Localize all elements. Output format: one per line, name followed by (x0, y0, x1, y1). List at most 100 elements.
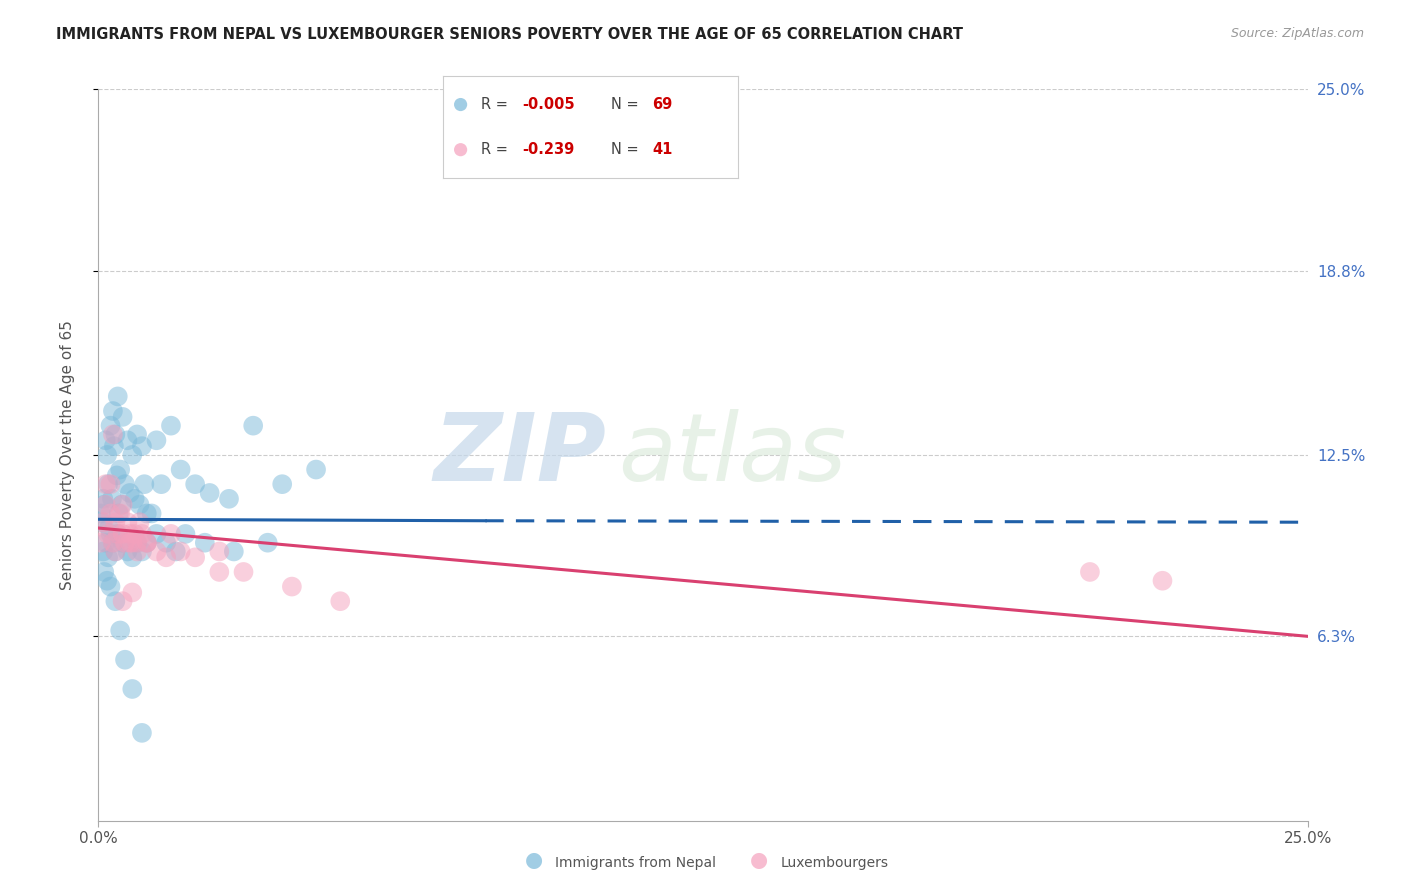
Point (97, 527, 120, 541)
Point (208, 544, 231, 558)
Point (117, 515, 139, 529)
Point (104, 594, 127, 608)
Point (160, 527, 183, 541)
Point (134, 477, 156, 491)
Text: R =: R = (481, 97, 513, 112)
Point (111, 594, 134, 608)
Text: ●: ● (526, 850, 543, 870)
Point (107, 389, 129, 403)
Point (117, 544, 139, 558)
Point (145, 544, 167, 558)
Point (1152, 574, 1174, 588)
Point (141, 507, 163, 521)
Point (90, 535, 112, 549)
Point (111, 498, 134, 512)
Point (101, 427, 124, 442)
Text: atlas: atlas (619, 409, 846, 500)
Point (174, 527, 197, 541)
Point (114, 535, 136, 549)
Text: R =: R = (481, 142, 513, 157)
Point (305, 462, 328, 476)
Point (127, 535, 149, 549)
Y-axis label: Seniors Poverty Over the Age of 65: Seniors Poverty Over the Age of 65 (60, 320, 75, 590)
Point (135, 535, 157, 549)
Point (104, 544, 127, 558)
Point (111, 498, 134, 512)
Point (100, 507, 122, 521)
Point (90, 507, 112, 521)
Point (94, 535, 117, 549)
Text: ZIP: ZIP (433, 409, 606, 501)
Point (121, 550, 143, 565)
Point (108, 462, 131, 476)
Text: N =: N = (612, 97, 644, 112)
Point (128, 498, 150, 512)
Point (101, 491, 124, 506)
Point (232, 565, 254, 579)
Point (135, 535, 157, 549)
Point (450, 112, 472, 126)
Point (131, 527, 153, 541)
Point (100, 418, 122, 433)
Point (103, 439, 125, 453)
Point (121, 585, 143, 599)
Point (127, 535, 149, 549)
Point (104, 515, 127, 529)
Point (160, 418, 183, 433)
Point (107, 507, 129, 521)
Point (127, 544, 149, 558)
Point (271, 477, 294, 491)
Point (450, 143, 472, 157)
Point (111, 527, 134, 541)
Point (114, 477, 136, 491)
Point (150, 477, 173, 491)
Point (108, 507, 131, 521)
Point (108, 624, 131, 638)
Point (104, 544, 127, 558)
Point (91, 544, 114, 558)
Text: Immigrants from Nepal: Immigrants from Nepal (555, 855, 717, 870)
Point (91, 515, 114, 529)
Point (155, 550, 177, 565)
Point (184, 477, 207, 491)
Point (135, 535, 157, 549)
Point (96, 574, 118, 588)
Point (107, 527, 129, 541)
Text: -0.005: -0.005 (523, 97, 575, 112)
Point (97, 550, 120, 565)
Point (118, 486, 141, 500)
Point (105, 468, 128, 483)
Point (169, 462, 191, 476)
Point (194, 535, 217, 549)
Point (121, 535, 143, 549)
Point (218, 491, 240, 506)
Text: Source: ZipAtlas.com: Source: ZipAtlas.com (1230, 27, 1364, 40)
Point (93, 565, 115, 579)
Point (131, 439, 153, 453)
Text: IMMIGRANTS FROM NEPAL VS LUXEMBOURGER SENIORS POVERTY OVER THE AGE OF 65 CORRELA: IMMIGRANTS FROM NEPAL VS LUXEMBOURGER SE… (56, 27, 963, 42)
Point (329, 594, 352, 608)
Point (1078, 565, 1101, 579)
Text: 41: 41 (652, 142, 673, 157)
Point (121, 448, 143, 462)
Point (128, 515, 150, 529)
Point (127, 427, 149, 442)
Point (104, 427, 127, 442)
Point (121, 681, 143, 696)
Point (93, 498, 115, 512)
Point (256, 535, 278, 549)
Text: Luxembourgers: Luxembourgers (780, 855, 889, 870)
Point (135, 507, 157, 521)
Point (169, 544, 191, 558)
Point (145, 527, 167, 541)
Point (96, 448, 118, 462)
Point (94, 498, 117, 512)
Point (145, 434, 167, 448)
Point (131, 544, 153, 558)
Point (124, 527, 146, 541)
Text: N =: N = (612, 142, 644, 157)
Point (101, 404, 124, 418)
Point (118, 535, 141, 549)
Point (98, 521, 121, 535)
Point (111, 409, 134, 424)
